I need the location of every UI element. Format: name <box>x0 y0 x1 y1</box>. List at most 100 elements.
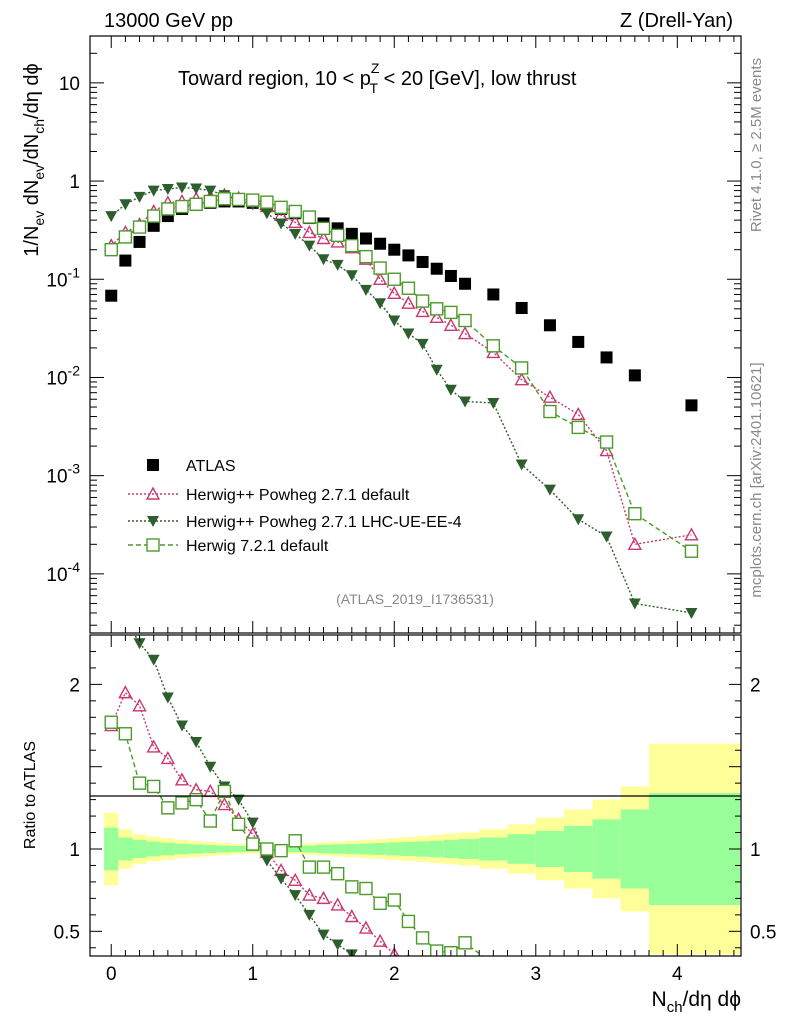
series-1-ratio-point-31 <box>629 991 641 1002</box>
series-1-main-point-25 <box>457 326 473 340</box>
series-2-main-point-5 <box>175 182 188 194</box>
atlas-point-3 <box>147 219 160 232</box>
series-2-ratio-point-2 <box>133 638 146 650</box>
series-3-main-point-5 <box>175 199 189 214</box>
atlas-point-25 <box>459 277 472 290</box>
chart-title: Toward region, 10 < pZ T < 20 [GeV], low … <box>178 60 577 96</box>
atlas-point-28 <box>543 319 556 332</box>
series-3-main-point-26 <box>486 339 501 353</box>
source-label: mcplots.cern.ch [arXiv:2401.10621] <box>748 362 765 597</box>
atlas-point-18 <box>359 232 372 245</box>
series-2-ratio-point-24 <box>445 991 457 1002</box>
header-left: 13000 GeV pp <box>104 10 233 32</box>
legend-herwigpp-ue: Herwig++ Powheg 2.7.1 LHC-UE-EE-4 <box>186 514 462 531</box>
band-inner-30 <box>592 819 621 879</box>
series-2-main-point-30 <box>600 531 613 543</box>
band-inner-23 <box>429 840 444 858</box>
series-2-ratio-point-13 <box>289 890 302 902</box>
series-3-main-point-8 <box>217 192 232 206</box>
series-1-ratio-point-30 <box>601 981 613 992</box>
series-1-ratio-point-5 <box>174 772 190 786</box>
series-1-main-point-14 <box>302 224 317 239</box>
series-3-ratio-point-27 <box>516 968 528 980</box>
series-2-main-point-27 <box>515 459 528 471</box>
series-3-main-point-25 <box>458 313 472 328</box>
y-tick-label: 10-2 <box>46 362 80 389</box>
series-3-main-point-15 <box>316 221 331 236</box>
series-3-ratio-point-20 <box>387 893 401 907</box>
series-2-main-point-20 <box>388 315 401 327</box>
band-inner-20 <box>387 842 402 856</box>
series-2-main-point-14 <box>303 240 316 252</box>
series-2-ratio-point-26 <box>487 994 499 1005</box>
series-2-main-point-17 <box>345 270 358 282</box>
series-2-ratio-point-10 <box>246 817 259 829</box>
series-3-main-point-10 <box>246 193 260 207</box>
series-3-main-point-11 <box>260 195 274 209</box>
series-2-ratio-point-15 <box>317 929 330 941</box>
series-1-main-point-28 <box>542 389 558 403</box>
series-3-main-point-7 <box>203 194 217 209</box>
series-3-ratio-point-25 <box>458 936 472 950</box>
legend-herwigpp-ue-marker <box>147 516 159 527</box>
atlas-point-20 <box>388 243 401 256</box>
series-2-main-point-2 <box>133 191 146 203</box>
series-3-main-point-2 <box>132 220 147 234</box>
series-1-ratio-point-16 <box>330 897 345 911</box>
series-2-ratio-point-4 <box>161 692 174 704</box>
series-2-ratio-point-12 <box>275 873 288 885</box>
atlas-point-19 <box>374 237 387 250</box>
series-2-main-point-26 <box>487 397 500 409</box>
series-1-main-point-20 <box>387 285 402 299</box>
series-3-ratio-point-21 <box>401 914 416 929</box>
series-1-main-point-31 <box>627 536 643 551</box>
series-2-ratio-point-3 <box>147 654 160 666</box>
series-1-main-point-32 <box>684 527 699 541</box>
series-3-ratio-point-3 <box>146 779 161 794</box>
y-tick-label: 10-1 <box>46 264 80 291</box>
series-3-main-point-21 <box>401 281 416 295</box>
band-inner-4 <box>160 842 175 856</box>
series-2-main-point-32 <box>685 607 698 619</box>
series-2-ratio-point-23 <box>431 987 443 998</box>
ratio-tick-label-right: 2 <box>750 675 761 696</box>
ratio-y-axis-label: Ratio to ATLAS <box>22 741 39 849</box>
series-2-ratio-point-22 <box>417 984 429 995</box>
series-2-main-point-21 <box>402 328 415 340</box>
legend-herwigpp-default: Herwig++ Powheg 2.7.1 default <box>186 487 410 504</box>
band-inner-24 <box>443 839 458 859</box>
series-2-main-point-4 <box>161 184 174 196</box>
atlas-point-26 <box>487 288 500 301</box>
series-1-ratio-point-14 <box>302 887 317 901</box>
band-inner-14 <box>302 845 317 853</box>
atlas-point-17 <box>345 227 358 240</box>
series-3-ratio-point-11 <box>260 842 274 856</box>
series-1-main-point-23 <box>429 309 444 323</box>
series-2-main-point-19 <box>374 298 387 310</box>
series-2-main-point-29 <box>572 514 585 526</box>
main-frame <box>89 35 742 634</box>
band-inner-8 <box>217 845 232 853</box>
series-1-main-point-13 <box>288 214 303 229</box>
atlas-point-0 <box>105 289 118 302</box>
band-inner-32 <box>649 793 740 905</box>
series-1-ratio-point-26 <box>487 971 499 982</box>
band-inner-25 <box>457 839 480 859</box>
series-1-main-point-24 <box>443 317 459 331</box>
series-3-main-point-29 <box>571 420 585 435</box>
series-3-ratio-point-29 <box>572 986 584 998</box>
series-2-ratio-point-14 <box>303 909 316 921</box>
series-3-ratio-point-18 <box>359 881 373 896</box>
series-3-ratio-point-7 <box>203 814 217 828</box>
band-inner-17 <box>344 844 359 854</box>
band-inner-31 <box>620 809 650 889</box>
series-3-ratio-point-17 <box>345 880 359 894</box>
series-2-ratio-point-6 <box>190 737 203 748</box>
series-2-ratio-point-27 <box>516 995 528 1006</box>
series-1-ratio-point-4 <box>160 751 176 765</box>
series-3-ratio-point-28 <box>544 986 556 998</box>
x-tick-label-0: 0 <box>106 964 117 985</box>
series-3-ratio-point-30 <box>601 985 613 997</box>
series-3-ratio-point-16 <box>330 866 345 881</box>
